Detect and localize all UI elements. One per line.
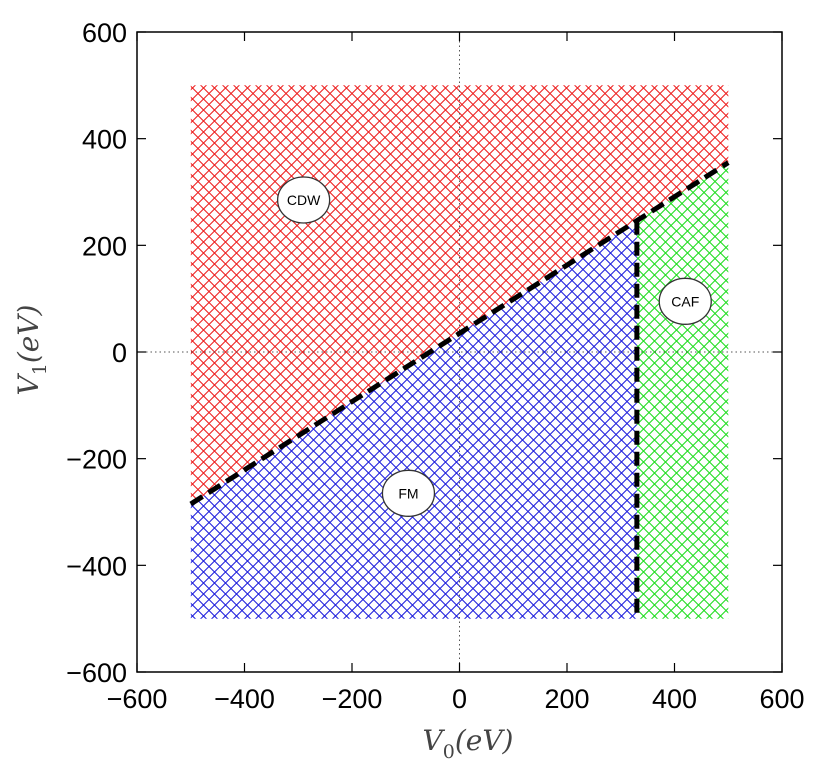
region-labels: CDW FM CAF bbox=[276, 176, 712, 517]
y-tick-labels: −600 −400 −200 0 200 400 600 bbox=[66, 18, 127, 688]
x-tick-label-0: −600 bbox=[107, 684, 168, 714]
x-axis-title-sub: 0 bbox=[443, 741, 455, 763]
y-tick-label-0: −600 bbox=[66, 658, 127, 688]
y-tick-label-5: 400 bbox=[82, 125, 127, 155]
y-tick-label-6: 600 bbox=[82, 18, 127, 48]
x-tick-label-2: −200 bbox=[322, 684, 383, 714]
y-axis-title-sub: 1 bbox=[29, 363, 51, 375]
x-tick-labels: −600 −400 −200 0 200 400 600 bbox=[107, 684, 805, 714]
region-label-text-cdw: CDW bbox=[287, 192, 321, 208]
region-label-cdw: CDW bbox=[276, 176, 331, 224]
region-label-oval-caf bbox=[658, 277, 712, 325]
zero-reference-lines bbox=[137, 32, 782, 672]
region-label-fm: FM bbox=[381, 469, 436, 517]
y-axis-title: V1(eV) bbox=[12, 305, 51, 396]
region-label-oval-cdw bbox=[276, 176, 331, 224]
region-label-text-fm: FM bbox=[398, 485, 418, 501]
x-tick-label-6: 600 bbox=[759, 684, 804, 714]
x-axis-title: V0(eV) bbox=[423, 724, 514, 763]
y-axis-title-main: V bbox=[12, 372, 45, 395]
region-label-caf: CAF bbox=[658, 277, 712, 325]
axis-ticks bbox=[136, 31, 783, 673]
x-tick-label-4: 200 bbox=[544, 684, 589, 714]
region-caf bbox=[636, 162, 729, 619]
region-fm bbox=[190, 220, 637, 619]
x-tick-label-1: −400 bbox=[214, 684, 275, 714]
y-tick-label-2: −200 bbox=[66, 445, 127, 475]
y-tick-label-3: 0 bbox=[112, 338, 127, 368]
x-axis-title-main: V bbox=[423, 724, 446, 757]
y-tick-label-1: −400 bbox=[66, 551, 127, 581]
x-axis-title-rest: (eV) bbox=[455, 724, 514, 757]
region-label-oval-fm bbox=[381, 469, 436, 517]
y-axis-title-rest: (eV) bbox=[12, 305, 45, 364]
y-tick-label-4: 200 bbox=[82, 231, 127, 261]
x-tick-label-5: 400 bbox=[652, 684, 697, 714]
boundary-line-1 bbox=[189, 160, 730, 507]
region-label-text-caf: CAF bbox=[671, 293, 699, 309]
phase-boundaries bbox=[189, 160, 730, 619]
x-tick-label-3: 0 bbox=[452, 684, 467, 714]
